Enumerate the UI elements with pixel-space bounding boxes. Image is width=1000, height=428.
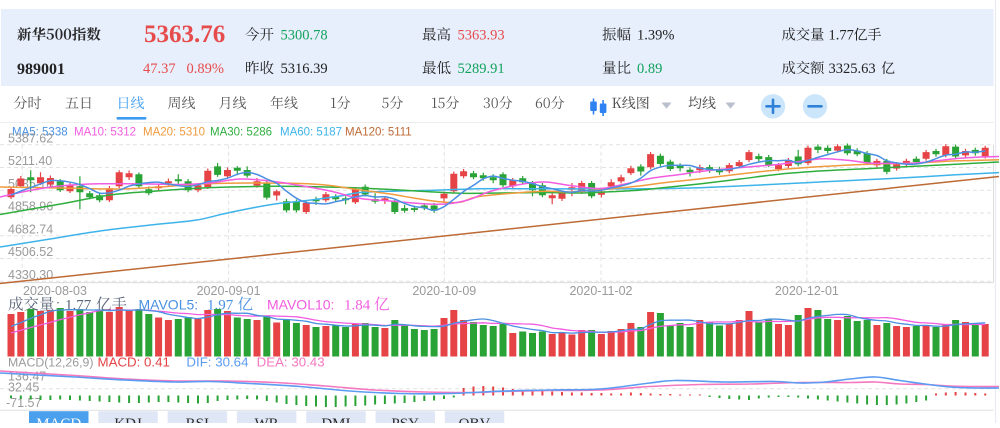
svg-text:MAVOL10:: MAVOL10: (267, 297, 338, 313)
svg-text:DIF: 30.64: DIF: 30.64 (186, 355, 248, 370)
svg-text:5289.91: 5289.91 (458, 61, 505, 77)
svg-text:MACD: 0.41: MACD: 0.41 (98, 355, 170, 370)
svg-text:2020-08-03: 2020-08-03 (23, 284, 87, 298)
svg-text:1.84: 1.84 (344, 298, 371, 314)
svg-text:MA10: 5312: MA10: 5312 (74, 127, 136, 139)
svg-text:2020-12-01: 2020-12-01 (775, 284, 839, 298)
svg-text:5387.62: 5387.62 (8, 131, 53, 145)
svg-text:0.89: 0.89 (637, 61, 662, 77)
svg-text:1.97: 1.97 (207, 298, 234, 314)
svg-text:MACD: MACD (36, 416, 81, 423)
svg-text:2020-10-09: 2020-10-09 (412, 284, 476, 298)
svg-text:989001: 989001 (17, 61, 65, 78)
svg-text:PSY: PSY (391, 416, 419, 423)
svg-text:DEA: 30.43: DEA: 30.43 (257, 355, 325, 370)
svg-text:2020-09-01: 2020-09-01 (197, 284, 261, 298)
svg-text:DMI: DMI (321, 416, 350, 423)
svg-text:MA60: 5187: MA60: 5187 (280, 127, 342, 139)
svg-text:5316.39: 5316.39 (281, 61, 328, 77)
svg-text:MAVOL5:: MAVOL5: (139, 297, 203, 313)
svg-text:MA120: 5111: MA120: 5111 (345, 127, 412, 139)
svg-text:47.37: 47.37 (143, 61, 176, 77)
svg-text:4682.74: 4682.74 (8, 223, 53, 237)
svg-text:WR: WR (255, 416, 279, 423)
svg-text:MA5: 5338: MA5: 5338 (12, 127, 68, 139)
svg-text:1.39%: 1.39% (637, 28, 674, 44)
svg-text:OBV: OBV (459, 416, 491, 423)
svg-text:4506.52: 4506.52 (8, 245, 53, 259)
svg-text::: : (56, 297, 60, 313)
svg-text:MA30: 5286: MA30: 5286 (210, 127, 272, 139)
svg-text:MACD(12,26,9): MACD(12,26,9) (8, 356, 93, 370)
svg-text:-71.57: -71.57 (6, 396, 41, 410)
svg-text:MA20: 5310: MA20: 5310 (143, 127, 205, 139)
svg-text:KDJ: KDJ (114, 416, 142, 423)
svg-text:1.77: 1.77 (829, 28, 854, 44)
svg-text:32.45: 32.45 (8, 381, 39, 395)
svg-text:2020-11-02: 2020-11-02 (569, 284, 632, 298)
svg-text:5211.40: 5211.40 (8, 154, 52, 168)
svg-text:5363.76: 5363.76 (144, 21, 225, 48)
svg-text:4858.96: 4858.96 (8, 200, 53, 214)
svg-text:0.89%: 0.89% (187, 61, 224, 77)
svg-text:RSI: RSI (186, 416, 209, 423)
svg-text:5363.93: 5363.93 (458, 28, 505, 44)
svg-text:5300.78: 5300.78 (281, 28, 328, 44)
svg-text:3325.63: 3325.63 (829, 61, 876, 77)
